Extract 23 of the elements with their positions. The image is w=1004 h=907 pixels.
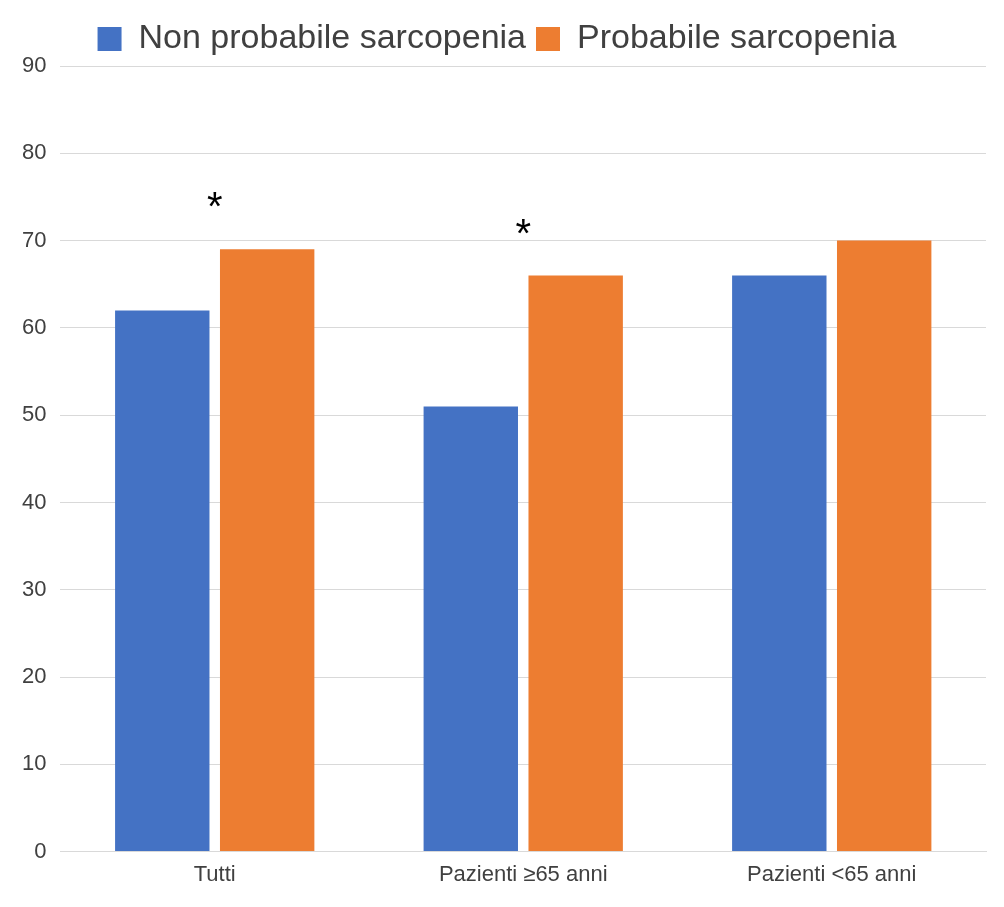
y-tick-label: 90 [21,52,47,78]
y-tick-label: 40 [21,488,47,514]
legend-label: Probabile sarcopenia [577,17,897,56]
bar [528,275,623,852]
y-tick-label: 10 [21,750,47,776]
bar [219,249,315,852]
bar [732,275,827,852]
y-tick-label: 0 [34,837,47,863]
annotation: * [515,210,532,255]
y-tick-label: 20 [21,663,47,689]
y-tick-label: 50 [21,401,47,427]
y-tick-label: 80 [21,139,47,165]
y-tick-label: 70 [21,226,47,252]
bar [836,240,932,852]
x-tick-label: Pazienti ≥65 anni [438,860,608,886]
y-tick-label: 30 [21,575,47,601]
bar [423,406,518,852]
x-tick-label: Tutti [193,860,236,886]
annotation: * [206,184,223,229]
legend-label: Non probabile sarcopenia [138,17,527,56]
bar [115,310,210,852]
y-tick-label: 60 [21,313,47,339]
x-tick-label: Pazienti <65 anni [747,860,917,886]
